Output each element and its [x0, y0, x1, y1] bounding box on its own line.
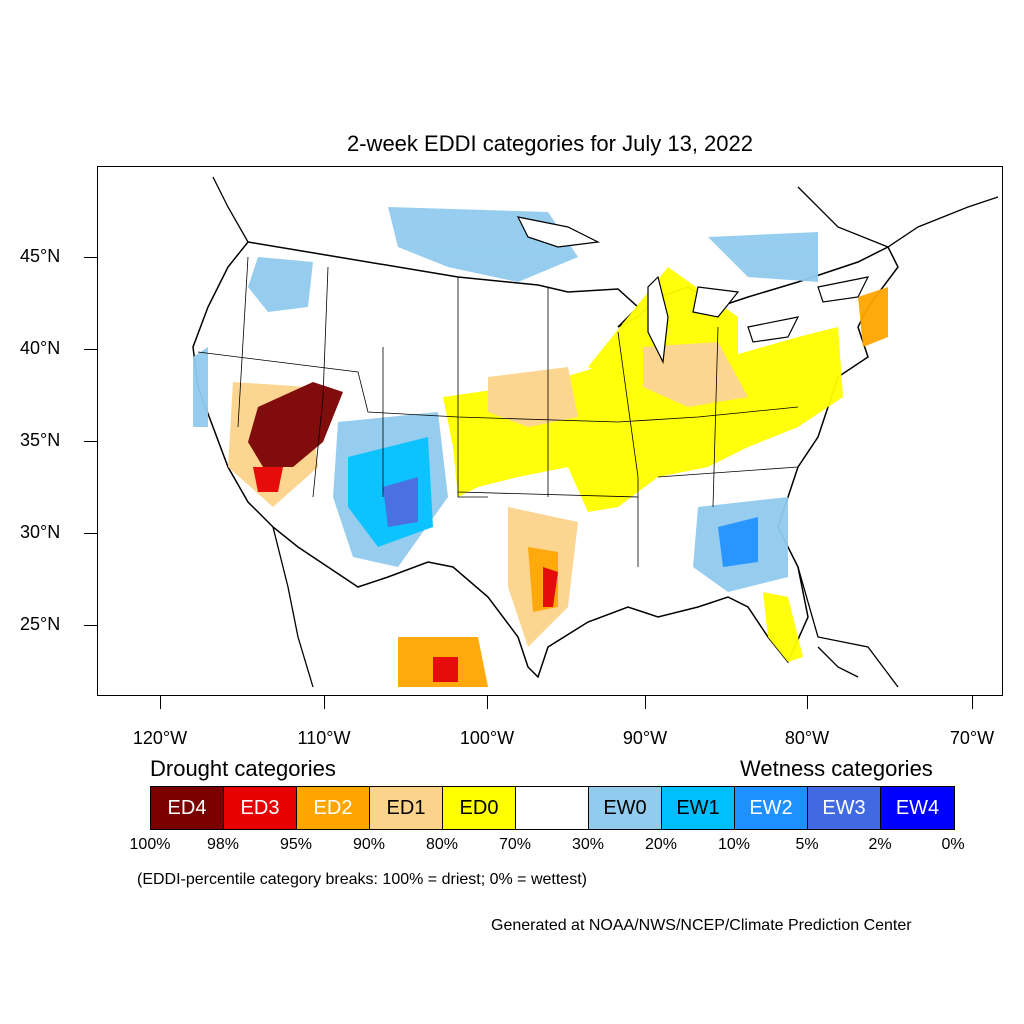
- legend-box-ew2: EW2: [735, 787, 808, 829]
- percentile-label: 70%: [498, 836, 532, 853]
- lat-label-30: 30°N: [20, 522, 61, 542]
- lat-label-35: 35°N: [20, 430, 61, 450]
- percentile-label: 20%: [644, 836, 678, 853]
- lon-label-70: 70°W: [949, 728, 995, 748]
- legend-box-ed1: ED1: [370, 787, 443, 829]
- lon-label-110: 110°W: [297, 728, 351, 748]
- lon-label-120: 120°W: [132, 728, 188, 748]
- lon-label-80: 80°W: [784, 728, 830, 748]
- legend-box-ew4: EW4: [881, 787, 954, 829]
- legend-box-ew3: EW3: [808, 787, 881, 829]
- legend-box-ed0: ED0: [443, 787, 516, 829]
- wetness-heading: Wetness categories: [740, 756, 933, 781]
- percentile-label: 95%: [279, 836, 313, 853]
- lat-label-40: 40°N: [20, 338, 61, 358]
- percentile-label: 80%: [425, 836, 459, 853]
- percentile-label: 30%: [571, 836, 605, 853]
- lon-tick-70: [972, 696, 973, 709]
- legend-box-ed2: ED2: [297, 787, 370, 829]
- percentile-label: 100%: [129, 836, 171, 853]
- percentile-label: 98%: [206, 836, 240, 853]
- eddi-map: [192, 176, 999, 688]
- lon-tick-100: [487, 696, 488, 709]
- legend-box-ed4: ED4: [151, 787, 224, 829]
- coastlines: [212, 176, 999, 688]
- percentile-label: 10%: [717, 836, 751, 853]
- lat-label-25: 25°N: [20, 614, 61, 634]
- great-lakes: [516, 216, 870, 365]
- percentile-label: 2%: [868, 836, 892, 853]
- percentile-label: 90%: [352, 836, 386, 853]
- lat-tick-35: [84, 441, 97, 442]
- lat-label-45: 45°N: [20, 246, 61, 266]
- legend-box-ew0: EW0: [589, 787, 662, 829]
- lon-tick-110: [324, 696, 325, 709]
- map-panel: [97, 166, 1003, 696]
- legend-box-ed3: ED3: [224, 787, 297, 829]
- lon-tick-90: [645, 696, 646, 709]
- lon-label-100: 100°W: [459, 728, 515, 748]
- lat-tick-25: [84, 625, 97, 626]
- drought-heading: Drought categories: [150, 756, 336, 781]
- legend-box-neutral: [516, 787, 589, 829]
- percentile-label: 0%: [941, 836, 965, 853]
- percentile-note: (EDDI-percentile category breaks: 100% =…: [137, 871, 587, 888]
- state-boundaries: [197, 256, 799, 567]
- percentile-label: 5%: [795, 836, 819, 853]
- lat-tick-30: [84, 533, 97, 534]
- legend-colorbar: ED4 ED3 ED2 ED1 ED0 EW0 EW1 EW2 EW3 EW4: [150, 786, 955, 830]
- lat-tick-45: [84, 257, 97, 258]
- lon-tick-80: [807, 696, 808, 709]
- lon-tick-120: [160, 696, 161, 709]
- credit-line: Generated at NOAA/NWS/NCEP/Climate Predi…: [491, 917, 912, 934]
- lon-label-90: 90°W: [622, 728, 668, 748]
- map-title: 2-week EDDI categories for July 13, 2022: [347, 131, 753, 156]
- lat-tick-40: [84, 349, 97, 350]
- legend-box-ew1: EW1: [662, 787, 735, 829]
